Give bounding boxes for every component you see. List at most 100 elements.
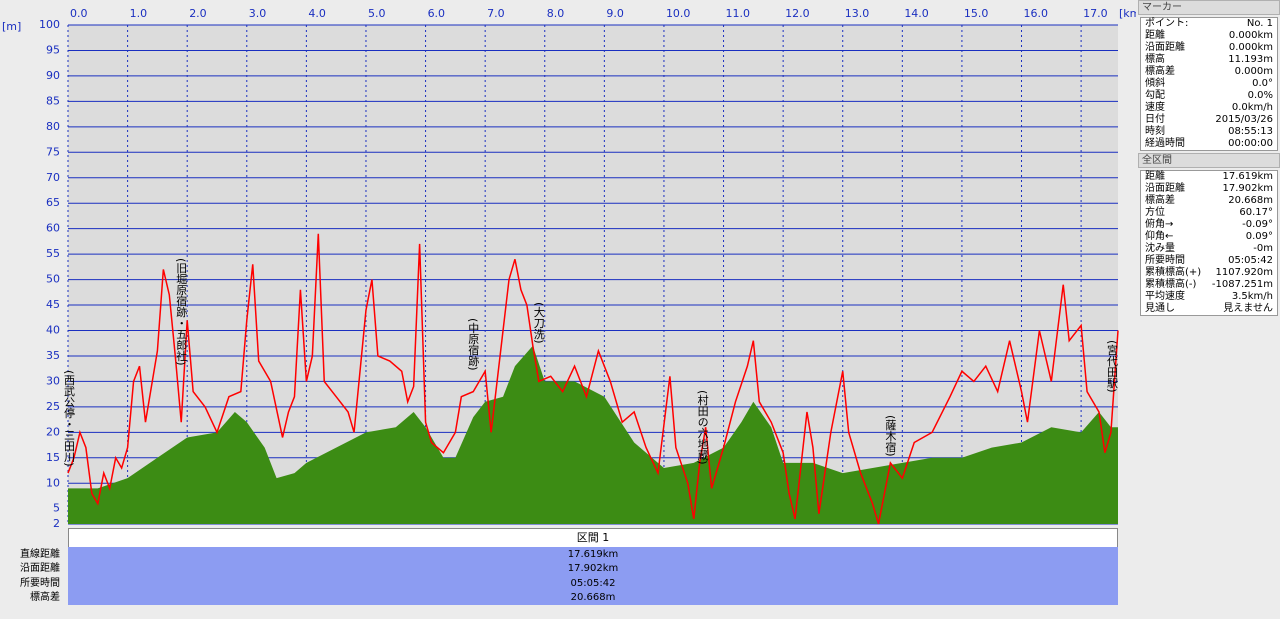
annotation: (宮代田駅) <box>1106 340 1119 393</box>
row-label: 方位 <box>1145 207 1165 218</box>
x-tick-label: 12.0 <box>785 7 810 20</box>
x-tick-label: 10.0 <box>666 7 691 20</box>
x-tick-label: 6.0 <box>428 7 446 20</box>
panel-row: 累積標高(-) -1087.251m <box>1141 279 1277 291</box>
panel-row: 傾斜 0.0° <box>1141 78 1277 90</box>
row-label: 速度 <box>1145 102 1165 113</box>
row-value: 08:55:13 <box>1228 126 1273 137</box>
row-label: 仰角← <box>1145 231 1174 242</box>
row-value: 2015/03/26 <box>1215 114 1273 125</box>
y-tick-label: 15 <box>46 451 60 464</box>
elevation-chart: [m] [km] 2510152025303540455055606570758… <box>2 7 1136 528</box>
row-label: 距離 <box>1145 30 1165 41</box>
row-value: -0m <box>1253 243 1273 254</box>
panel-row: 仰角← 0.09° <box>1141 231 1277 243</box>
panel-row: 俯角→ -0.09° <box>1141 219 1277 231</box>
panel-row: 標高 11.193m <box>1141 54 1277 66</box>
y-tick-label: 25 <box>46 400 60 413</box>
panel-row: 所要時間 05:05:42 <box>1141 255 1277 267</box>
section-label: 標高差 <box>30 591 60 603</box>
y-tick-label: 35 <box>46 349 60 362</box>
panel-row: 速度 0.0km/h <box>1141 102 1277 114</box>
section-value: 05:05:42 <box>570 577 616 589</box>
row-label: ポイント: <box>1145 18 1189 29</box>
row-label: 距離 <box>1145 171 1165 182</box>
y-tick-label: 50 <box>46 273 60 286</box>
row-value: 60.17° <box>1239 207 1273 218</box>
x-tick-label: 14.0 <box>904 7 929 20</box>
row-label: 見通し <box>1145 303 1175 314</box>
x-tick-label: 16.0 <box>1024 7 1049 20</box>
row-label: 時刻 <box>1145 126 1165 137</box>
x-tick-label: 0.0 <box>70 7 88 20</box>
panel-row: 累積標高(+) 1107.920m <box>1141 267 1277 279</box>
y-tick-label: 2 <box>53 517 60 528</box>
y-tick-label: 75 <box>46 145 60 158</box>
row-value: 0.09° <box>1245 231 1273 242</box>
section-value: 20.668m <box>570 591 616 603</box>
section-label: 所要時間 <box>20 577 60 589</box>
panel-row: 方位 60.17° <box>1141 207 1277 219</box>
panel-row: 経過時間 00:00:00 <box>1141 138 1277 150</box>
row-label: 沿面距離 <box>1145 42 1185 53</box>
x-tick-label: 8.0 <box>547 7 565 20</box>
panel-row: 沈み量 -0m <box>1141 243 1277 255</box>
panel-row: 標高差 20.668m <box>1141 195 1277 207</box>
row-value: 05:05:42 <box>1228 255 1273 266</box>
x-tick-label: 5.0 <box>368 7 386 20</box>
elevation-area <box>68 345 1118 524</box>
row-label: 勾配 <box>1145 90 1165 101</box>
panel-table: 距離 17.619km 沿面距離 17.902km 標高差 20.668m 方位 60.17°… <box>1140 170 1278 316</box>
y-tick-label: 30 <box>46 374 60 387</box>
row-label: 俯角→ <box>1145 219 1174 230</box>
row-label: 標高差 <box>1145 195 1175 206</box>
y-tick-label: 45 <box>46 298 60 311</box>
annotation: (中原宿跡) <box>467 318 480 371</box>
x-tick-label: 1.0 <box>130 7 148 20</box>
row-label: 傾斜 <box>1145 78 1165 89</box>
x-tick-label: 17.0 <box>1083 7 1108 20</box>
y-tick-label: 5 <box>53 502 60 515</box>
row-label: 累積標高(+) <box>1145 267 1202 278</box>
panel-row: 距離 0.000km <box>1141 30 1277 42</box>
y-tick-label: 40 <box>46 324 60 337</box>
row-value: 17.902km <box>1222 183 1273 194</box>
panel-row: 時刻 08:55:13 <box>1141 126 1277 138</box>
row-label: 標高差 <box>1145 66 1175 77</box>
row-value: 0.0km/h <box>1231 102 1273 113</box>
section-body <box>68 547 1118 605</box>
row-value: 17.619km <box>1222 171 1273 182</box>
profile-line <box>67 233 1119 525</box>
y-tick-label: 55 <box>46 247 60 260</box>
row-label: 所要時間 <box>1145 255 1185 266</box>
panel-row: 標高差 0.000m <box>1141 66 1277 78</box>
row-value: 見えません <box>1223 303 1273 314</box>
y-tick-label: 70 <box>46 171 60 184</box>
row-value: No. 1 <box>1246 18 1273 29</box>
row-value: 1107.920m <box>1215 267 1273 278</box>
row-label: 沈み量 <box>1145 243 1175 254</box>
y-tick-label: 65 <box>46 196 60 209</box>
row-label: 平均速度 <box>1145 291 1185 302</box>
total-panel: 全区間 距離 17.619km 沿面距離 17.902km 標高差 20.668m 方位 60… <box>1138 153 1280 316</box>
panel-title: 全区間 <box>1138 153 1280 168</box>
y-tick-label: 85 <box>46 94 60 107</box>
x-tick-label: 15.0 <box>964 7 989 20</box>
annotation: (大刀洗) <box>532 302 545 344</box>
row-value: 0.0° <box>1252 78 1273 89</box>
marker-panel: マーカー ポイント: No. 1 距離 0.000km 沿面距離 0.000km 標高 11.… <box>1138 0 1280 151</box>
row-value: -1087.251m <box>1211 279 1273 290</box>
section-label: 沿面距離 <box>20 563 60 575</box>
y-tick-label: 95 <box>46 43 60 56</box>
row-label: 累積標高(-) <box>1145 279 1197 290</box>
y-unit: [m] <box>2 20 21 33</box>
row-value: 0.000km <box>1228 30 1273 41</box>
y-tick-label: 60 <box>46 222 60 235</box>
row-value: 0.0% <box>1247 90 1273 101</box>
panel-row: 距離 17.619km <box>1141 171 1277 183</box>
panel-row: 勾配 0.0% <box>1141 90 1277 102</box>
section-label: 直線距離 <box>20 549 60 560</box>
annotation: (旧堀原宿跡・五郎社) <box>175 258 188 366</box>
annotation: (薩木宿) <box>884 415 897 457</box>
